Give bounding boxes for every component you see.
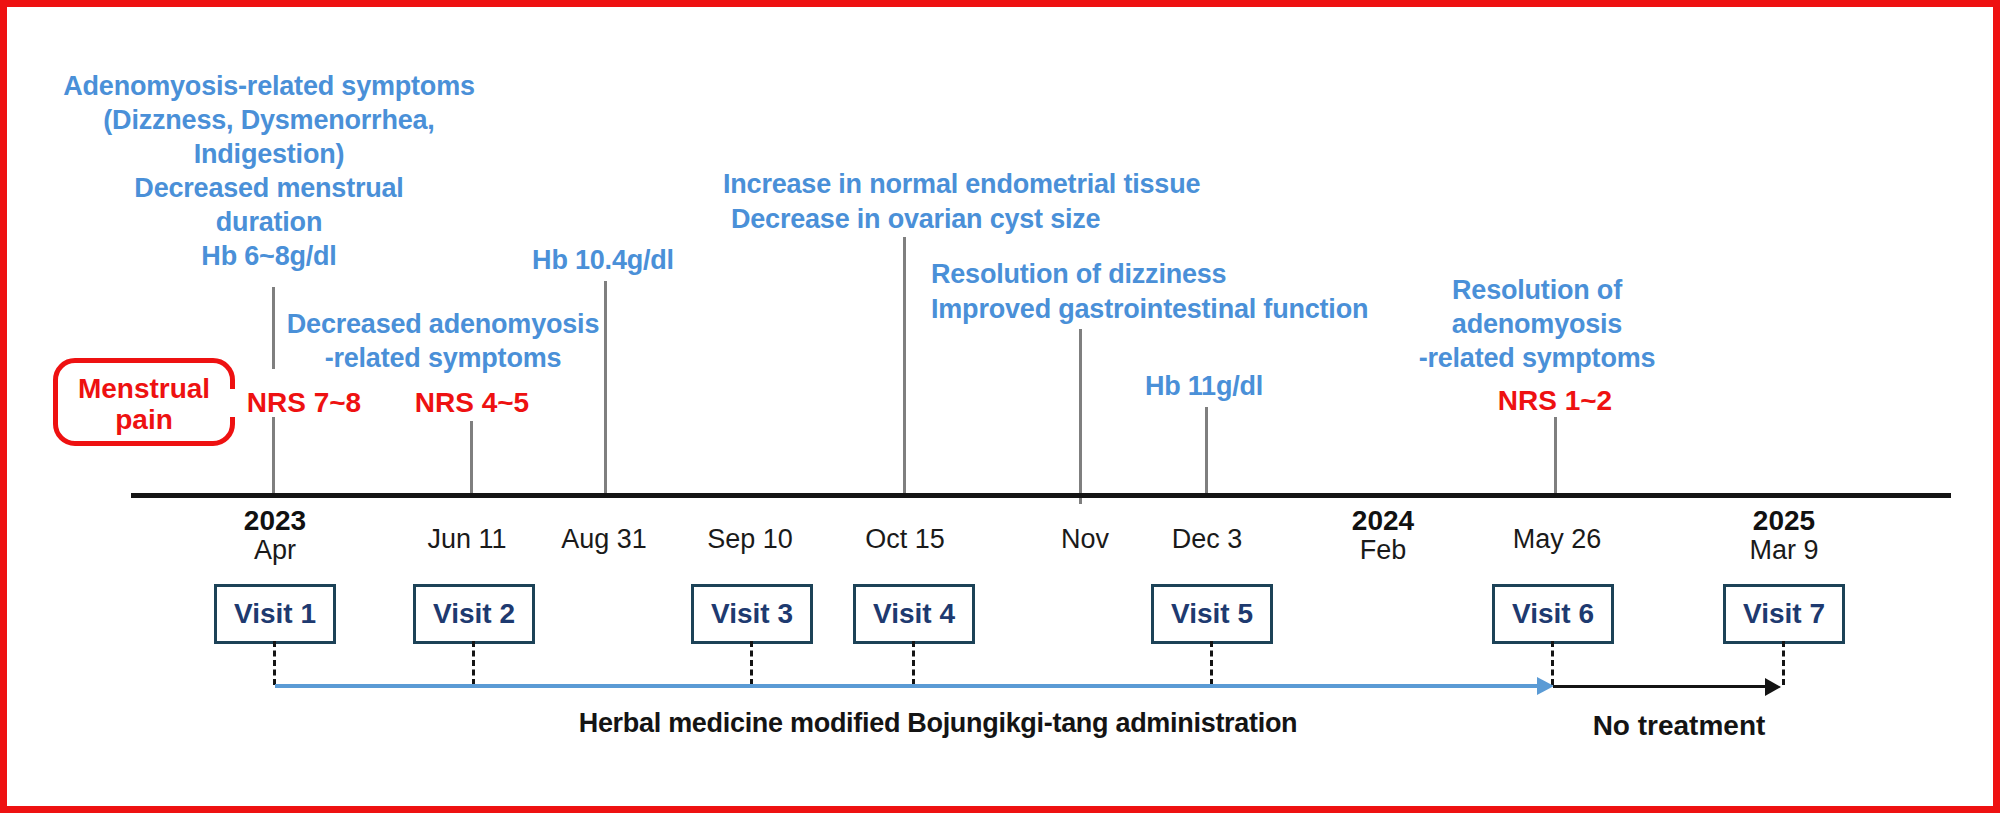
visit-box-1: Visit 1	[214, 584, 336, 644]
timeline-day: Aug 31	[524, 525, 684, 553]
no-treatment-label: No treatment	[1554, 710, 1804, 742]
no-treatment-arrowhead-icon	[1765, 678, 1781, 696]
visit-connector-2	[472, 641, 475, 685]
timeline-date-aug31: Aug 31	[524, 505, 684, 553]
timeline-day: Mar 9	[1704, 536, 1864, 564]
annotation-line: Improved gastrointestinal function	[931, 292, 1451, 327]
herbal-treatment-arrowhead-icon	[1537, 677, 1554, 695]
menstrual-pain-line: Menstrual	[58, 373, 230, 404]
tick-line-apr-upper	[272, 287, 275, 369]
annotation-line: Decreased menstrual	[47, 171, 491, 205]
timeline-date-sep10: Sep 10	[670, 505, 830, 553]
menstrual-pain-line: pain	[58, 404, 230, 435]
timeline-day: May 26	[1477, 525, 1637, 553]
timeline-date-may26: May 26	[1477, 505, 1637, 553]
annotation-line: (Dizzness, Dysmenorrhea,	[47, 103, 491, 137]
timeline-year: 2024	[1303, 505, 1463, 536]
annotation-line: Hb 6~8g/dl	[47, 239, 491, 273]
annotation-line: duration	[47, 205, 491, 239]
timeline-date-feb-2024: 2024 Feb	[1303, 505, 1463, 564]
annotation-line: Adenomyosis-related symptoms	[47, 69, 491, 103]
timeline-axis	[131, 493, 1951, 498]
annotation-line: Indigestion)	[47, 137, 491, 171]
herbal-treatment-label: Herbal medicine modified Bojungikgi-tang…	[438, 708, 1438, 739]
annotation-endometrial: Increase in normal endometrial tissue De…	[723, 167, 1283, 237]
timeline-date-dec3: Dec 3	[1127, 505, 1287, 553]
nrs-score-visit2: NRS 4~5	[387, 389, 557, 417]
visit-connector-7	[1782, 641, 1785, 685]
timeline-day: Apr	[195, 536, 355, 564]
tick-line-dec3	[1205, 407, 1208, 493]
visit-box-6: Visit 6	[1492, 584, 1614, 644]
diagram-canvas: Adenomyosis-related symptoms (Dizzness, …	[0, 0, 2000, 813]
timeline-day: Sep 10	[670, 525, 830, 553]
visit-box-5: Visit 5	[1151, 584, 1273, 644]
visit-connector-1	[273, 641, 276, 685]
timeline-date-mar9-2025: 2025 Mar 9	[1704, 505, 1864, 564]
annotation-line: Hb 10.4g/dl	[483, 243, 723, 277]
annotation-dizziness-resolution: Resolution of dizziness Improved gastroi…	[931, 257, 1451, 327]
no-treatment-arrow	[1553, 685, 1765, 688]
annotation-line: Decrease in ovarian cyst size	[723, 202, 1283, 237]
timeline-day: Jun 11	[387, 525, 547, 553]
nrs-score-visit6: NRS 1~2	[1470, 387, 1640, 415]
visit-box-4: Visit 4	[853, 584, 975, 644]
annotation-line: Resolution of dizziness	[931, 257, 1451, 292]
tick-line-oct15	[903, 237, 906, 493]
visit-box-3: Visit 3	[691, 584, 813, 644]
annotation-line: -related symptoms	[1387, 341, 1687, 375]
annotation-hb-104: Hb 10.4g/dl	[483, 243, 723, 277]
herbal-treatment-arrow	[275, 684, 1537, 688]
timeline-date-apr-2023: 2023 Apr	[195, 505, 355, 564]
timeline-date-oct15: Oct 15	[825, 505, 985, 553]
visit-box-2: Visit 2	[413, 584, 535, 644]
annotation-line: -related symptoms	[263, 341, 623, 375]
annotation-hb-11: Hb 11g/dl	[1104, 369, 1304, 403]
nrs-score-visit1: NRS 7~8	[219, 389, 389, 417]
visit-connector-4	[912, 641, 915, 685]
annotation-line: Resolution of	[1387, 273, 1687, 307]
annotation-line: Increase in normal endometrial tissue	[723, 167, 1283, 202]
timeline-day: Oct 15	[825, 525, 985, 553]
tick-line-jun11	[470, 421, 473, 493]
timeline-day: Dec 3	[1127, 525, 1287, 553]
annotation-final-resolution: Resolution of adenomyosis -related sympt…	[1387, 273, 1687, 375]
timeline-year: 2023	[195, 505, 355, 536]
visit-box-7: Visit 7	[1723, 584, 1845, 644]
visit-connector-3	[750, 641, 753, 685]
annotation-baseline-symptoms: Adenomyosis-related symptoms (Dizzness, …	[47, 69, 491, 273]
visit-connector-5	[1210, 641, 1213, 685]
tick-line-apr-lower	[272, 417, 275, 493]
tick-line-nov	[1079, 329, 1082, 504]
menstrual-pain-box: Menstrual pain	[53, 358, 235, 446]
annotation-decreased-adenomyosis: Decreased adenomyosis -related symptoms	[263, 307, 623, 375]
timeline-day: Feb	[1303, 536, 1463, 564]
timeline-year: 2025	[1704, 505, 1864, 536]
tick-line-may26	[1554, 417, 1557, 493]
tick-line-aug31	[604, 281, 607, 493]
annotation-line: Hb 11g/dl	[1104, 369, 1304, 403]
annotation-line: Decreased adenomyosis	[263, 307, 623, 341]
timeline-date-jun11: Jun 11	[387, 505, 547, 553]
annotation-line: adenomyosis	[1387, 307, 1687, 341]
